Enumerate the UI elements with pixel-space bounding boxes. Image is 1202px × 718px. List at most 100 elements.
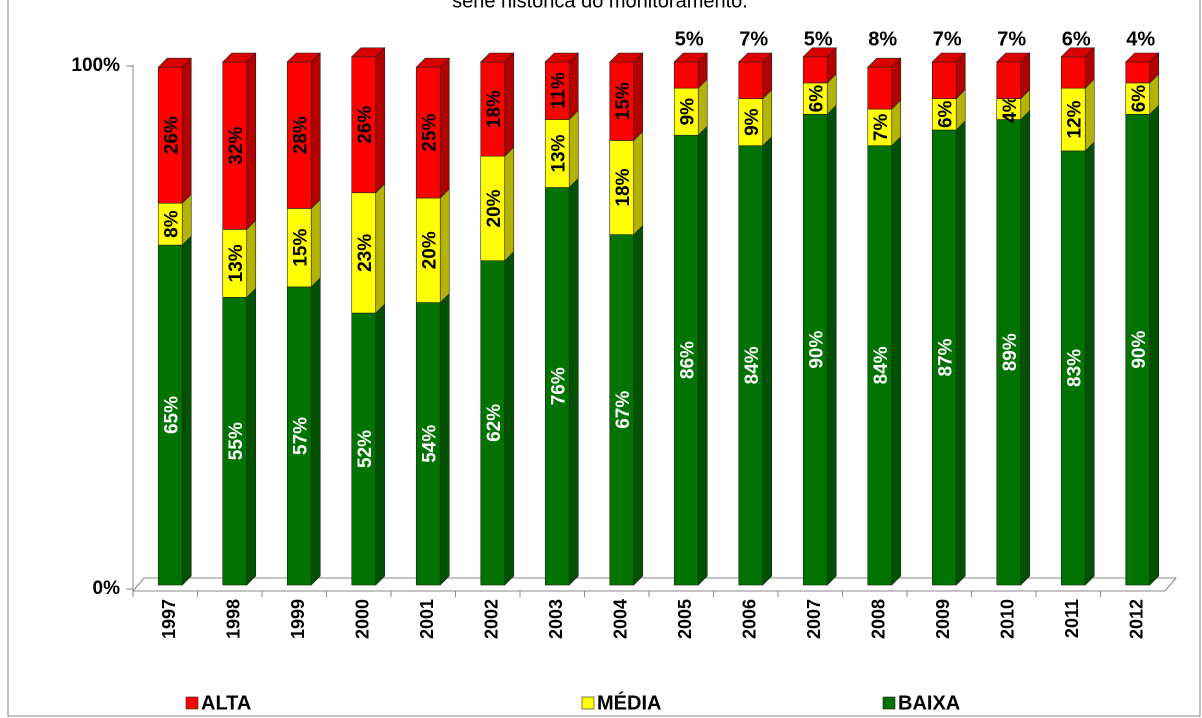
data-label: 18%: [484, 90, 505, 128]
data-label: 6%: [806, 85, 827, 113]
x-tick-label: 2006: [740, 599, 760, 639]
bar-top: [415, 57, 450, 68]
data-label: 15%: [290, 229, 311, 267]
bar-segment: [1125, 104, 1160, 586]
data-label: 5%: [804, 28, 833, 50]
bar-front: [673, 61, 699, 89]
bar-front: [609, 140, 635, 235]
floor: [131, 577, 1178, 592]
bar-top: [996, 52, 1031, 63]
data-label: 7%: [739, 28, 768, 50]
bar-segment: [738, 52, 773, 100]
data-label: 55%: [226, 422, 247, 460]
data-label: 7%: [871, 114, 892, 142]
bar-side: [633, 52, 644, 142]
bar-segment: [157, 193, 192, 246]
bar-side: [762, 135, 773, 586]
bar-segment: [415, 188, 450, 304]
data-label: 7%: [933, 28, 962, 50]
data-label: 26%: [161, 116, 182, 154]
data-label: 6%: [1129, 85, 1150, 113]
bar-segment: [996, 52, 1031, 100]
bar-front: [415, 197, 441, 303]
bar-side: [568, 109, 579, 189]
bar-side: [375, 303, 386, 586]
bar-side: [246, 219, 257, 299]
bar-front: [738, 61, 764, 99]
data-label: 89%: [1000, 333, 1021, 371]
bar-segment: [286, 277, 321, 586]
data-label: 6%: [1062, 28, 1091, 50]
x-tick-label: 2003: [546, 599, 566, 639]
x-tick-label: 1999: [288, 599, 308, 639]
bar-front: [867, 66, 893, 110]
data-label: 11%: [548, 72, 569, 109]
bar-segment: [1125, 52, 1160, 84]
x-tick-label: 1997: [159, 599, 179, 639]
bar-side: [504, 146, 515, 262]
bar-top: [157, 57, 192, 68]
bar-segment: [544, 52, 579, 121]
bar-side: [310, 52, 321, 210]
bar-side: [891, 135, 902, 586]
data-label: 76%: [548, 367, 569, 405]
legend-swatch: [882, 696, 896, 710]
bar-front: [157, 244, 183, 586]
bar-front: [1060, 87, 1086, 152]
bar-front: [673, 134, 699, 586]
data-label: 26%: [355, 106, 376, 144]
bar-front: [802, 82, 828, 115]
bar-front: [802, 56, 828, 84]
bar-front: [544, 187, 570, 586]
x-tick-label: 2004: [611, 599, 631, 639]
bar-segment: [1125, 73, 1160, 116]
bar-top: [222, 52, 257, 63]
bar-side: [1084, 78, 1095, 152]
bar-side: [826, 104, 837, 586]
bar-segment: [802, 47, 837, 84]
bar-side: [1149, 104, 1160, 586]
data-label: 9%: [677, 98, 698, 126]
bar-front: [1125, 61, 1151, 84]
data-label: 83%: [1064, 349, 1085, 387]
bar-side: [1084, 141, 1095, 586]
data-label: 4%: [1000, 95, 1021, 123]
bar-side: [310, 277, 321, 586]
bar-side: [310, 198, 321, 288]
bar-top: [1125, 52, 1160, 63]
data-label: 23%: [355, 234, 376, 272]
bar-top: [351, 47, 386, 58]
bar-front: [351, 192, 377, 314]
bar-segment: [867, 57, 902, 110]
bar-front: [544, 61, 570, 120]
bar-front: [222, 297, 248, 586]
bar-side: [246, 52, 257, 231]
data-label: 28%: [290, 116, 311, 154]
bar-segment: [867, 135, 902, 586]
chart-title: série histórica do monitoramento.: [452, 0, 748, 12]
bar-segment: [415, 292, 450, 586]
legend-label: MÉDIA: [597, 691, 661, 714]
data-label: 12%: [1064, 100, 1085, 138]
data-label: 7%: [997, 28, 1026, 50]
bar-segment: [609, 224, 644, 586]
legend-swatch: [185, 696, 199, 710]
bar-segment: [996, 109, 1031, 586]
bar-top: [1060, 47, 1095, 58]
bar-top: [544, 52, 579, 63]
bar-top: [802, 47, 837, 58]
x-tick-label: 2000: [353, 599, 373, 639]
bar-front: [1125, 114, 1151, 586]
bar-segment: [286, 198, 321, 288]
bar-front: [286, 61, 312, 209]
bar-side: [697, 78, 708, 136]
data-label: 57%: [290, 417, 311, 455]
bar-front: [1060, 150, 1086, 586]
bar-segment: [544, 109, 579, 189]
bar-segment: [351, 47, 386, 194]
bar-top: [867, 57, 902, 68]
bar-segment: [157, 57, 192, 204]
data-label: 18%: [613, 168, 634, 206]
bar-segment: [673, 52, 708, 89]
bar-segment: [931, 52, 966, 100]
